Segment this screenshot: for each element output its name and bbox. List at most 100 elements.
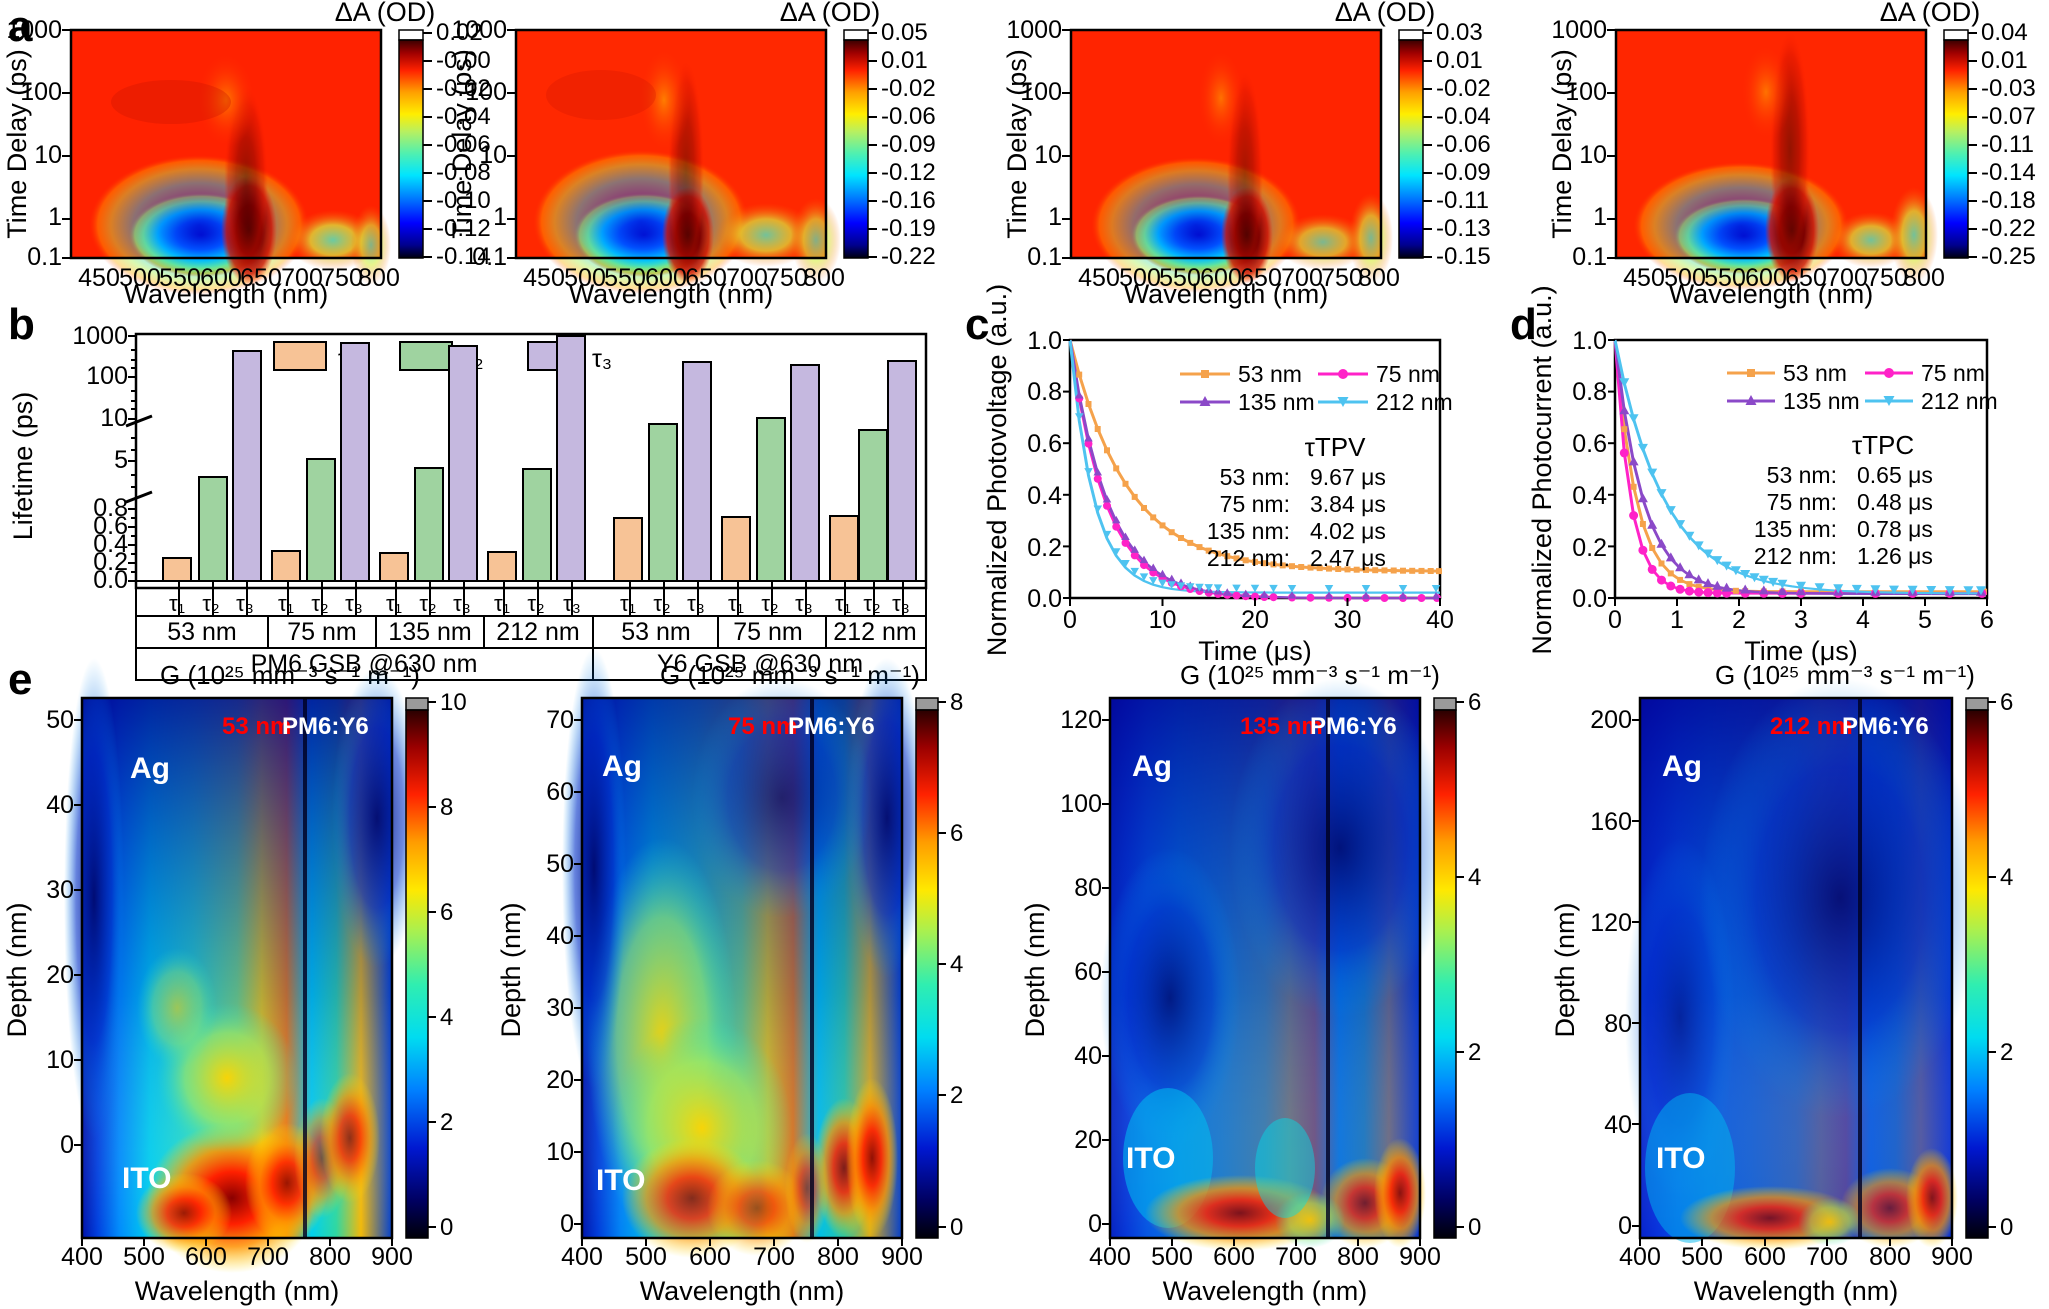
panel-c-ylabel: Normalized Photovoltage (a.u.) bbox=[982, 284, 1012, 656]
svg-text:τ₁: τ₁ bbox=[278, 591, 294, 616]
panel-c-annot-title: τTPV bbox=[1305, 432, 1366, 462]
svg-text:20: 20 bbox=[546, 1066, 574, 1094]
annot-d-label-2: 135 nm: bbox=[1754, 516, 1837, 542]
svg-text:-0.00: -0.00 bbox=[436, 47, 491, 74]
svg-text:400: 400 bbox=[61, 1243, 103, 1271]
svg-text:650: 650 bbox=[685, 264, 727, 292]
e-thickness-2: 75 nm bbox=[728, 713, 797, 740]
panel-a-xlabel-4: Wavelength (nm) bbox=[1669, 279, 1874, 309]
svg-text:650: 650 bbox=[240, 264, 282, 292]
annot-d-label-1: 75 nm: bbox=[1767, 489, 1837, 515]
svg-text:10: 10 bbox=[546, 1138, 574, 1166]
ta-map-1: 1000 100 10 1 0.1 450 500 550 600 650 700 7… bbox=[2, 0, 491, 309]
panel-a-ylabel-3: Time Delay (ps) bbox=[1002, 49, 1032, 239]
legend-tau3: τ₃ bbox=[592, 345, 612, 373]
svg-text:800: 800 bbox=[817, 1243, 859, 1271]
svg-text:550: 550 bbox=[1704, 264, 1746, 292]
panel-d-ylabel: Normalized Photocurrent (a.u.) bbox=[1527, 285, 1557, 654]
svg-text:0.4: 0.4 bbox=[93, 530, 128, 558]
panel-d-annot-title: τTPC bbox=[1852, 430, 1914, 460]
e-top-label-2: Ag bbox=[602, 750, 642, 783]
svg-text:40: 40 bbox=[1074, 1042, 1102, 1070]
e-material-1: PM6:Y6 bbox=[282, 713, 369, 740]
svg-text:1: 1 bbox=[1670, 606, 1684, 634]
e-top-label-3: Ag bbox=[1132, 750, 1172, 783]
svg-text:τ₃: τ₃ bbox=[795, 591, 813, 616]
panel-label-c: c bbox=[965, 300, 990, 349]
svg-text:0.1: 0.1 bbox=[472, 243, 507, 271]
svg-text:0.03: 0.03 bbox=[1436, 19, 1483, 46]
svg-text:120: 120 bbox=[1590, 909, 1632, 937]
panel-e-ylabel-4: Depth (nm) bbox=[1550, 902, 1580, 1037]
svg-text:0: 0 bbox=[1608, 606, 1622, 634]
svg-text:1000: 1000 bbox=[1006, 16, 1062, 44]
svg-text:0: 0 bbox=[1088, 1210, 1102, 1238]
svg-text:20: 20 bbox=[1241, 606, 1269, 634]
svg-text:10: 10 bbox=[1034, 141, 1062, 169]
annot-d-value-3: 1.26 μs bbox=[1857, 543, 1933, 569]
svg-text:700: 700 bbox=[753, 1243, 795, 1271]
svg-text:80: 80 bbox=[1074, 874, 1102, 902]
legend-d-53: 53 nm bbox=[1783, 360, 1847, 386]
e-thickness-3: 135 nm bbox=[1240, 713, 1323, 740]
svg-text:700: 700 bbox=[281, 264, 323, 292]
svg-text:4: 4 bbox=[1856, 606, 1870, 634]
svg-text:80: 80 bbox=[1604, 1010, 1632, 1038]
svg-text:τ₁: τ₁ bbox=[835, 591, 851, 616]
svg-text:0: 0 bbox=[1468, 1214, 1481, 1241]
svg-text:600: 600 bbox=[1745, 264, 1787, 292]
svg-text:550: 550 bbox=[604, 264, 646, 292]
panel-d-legend: 53 nm 75 nm 135 nm 212 nm bbox=[1727, 360, 1998, 414]
svg-text:900: 900 bbox=[881, 1243, 923, 1271]
svg-text:0.01: 0.01 bbox=[1981, 47, 2028, 74]
g-colorbar-4: 6 4 2 0 bbox=[1965, 689, 2013, 1241]
panel-c-legend: 53 nm 75 nm 135 nm 212 nm bbox=[1180, 361, 1453, 415]
svg-text:0: 0 bbox=[950, 1214, 963, 1241]
panel-e-ylabel-1: Depth (nm) bbox=[2, 902, 32, 1037]
svg-text:100: 100 bbox=[86, 362, 128, 390]
svg-text:1.0: 1.0 bbox=[1027, 327, 1062, 355]
annot-c-label-0: 53 nm: bbox=[1220, 464, 1290, 490]
svg-text:-0.09: -0.09 bbox=[881, 131, 936, 158]
svg-text:600: 600 bbox=[200, 264, 242, 292]
svg-text:1: 1 bbox=[1593, 203, 1607, 231]
svg-text:τ₂: τ₂ bbox=[311, 591, 328, 616]
svg-text:2: 2 bbox=[1468, 1039, 1481, 1066]
svg-text:10: 10 bbox=[34, 141, 62, 169]
svg-text:-0.22: -0.22 bbox=[881, 243, 936, 270]
svg-text:0: 0 bbox=[2000, 1214, 2013, 1241]
colorbar-4: 0.040.01-0.03 -0.07-0.11-0.14 -0.18-0.22… bbox=[1943, 19, 2036, 270]
svg-text:30: 30 bbox=[1334, 606, 1362, 634]
e-bottom-label-3: ITO bbox=[1126, 1142, 1175, 1175]
svg-text:100: 100 bbox=[1060, 790, 1102, 818]
panel-d-xlabel: Time (μs) bbox=[1744, 636, 1858, 666]
svg-text:700: 700 bbox=[247, 1243, 289, 1271]
panel-e-xlabel-3: Wavelength (nm) bbox=[1163, 1276, 1368, 1306]
svg-text:900: 900 bbox=[1399, 1243, 1441, 1271]
svg-text:600: 600 bbox=[1744, 1243, 1786, 1271]
svg-text:550: 550 bbox=[159, 264, 201, 292]
svg-text:500: 500 bbox=[564, 264, 606, 292]
svg-text:1: 1 bbox=[48, 203, 62, 231]
svg-text:600: 600 bbox=[1213, 1243, 1255, 1271]
annot-c-value-0: 9.67 μs bbox=[1310, 464, 1386, 490]
annot-d-value-0: 0.65 μs bbox=[1857, 462, 1933, 488]
svg-text:10: 10 bbox=[479, 141, 507, 169]
e-top-label-1: Ag bbox=[130, 752, 170, 785]
svg-text:-0.06: -0.06 bbox=[1436, 131, 1491, 158]
svg-text:750: 750 bbox=[1321, 264, 1363, 292]
panel-d-chart: 53 nm 75 nm 135 nm 212 nm τTPC 53 nm: 0.… bbox=[1505, 285, 2049, 670]
svg-text:0: 0 bbox=[560, 1210, 574, 1238]
section-y6: Y6 GSB @630 nm bbox=[657, 650, 863, 678]
svg-text:0.01: 0.01 bbox=[1436, 47, 1483, 74]
panel-b-chart: 1000 100 10 5 0.8 0.6 0.4 0.2 0.0 Lifeti… bbox=[0, 320, 960, 660]
svg-text:5: 5 bbox=[114, 446, 128, 474]
panel-a-xlabel-2: Wavelength (nm) bbox=[569, 279, 774, 309]
svg-text:-0.14: -0.14 bbox=[436, 243, 491, 270]
svg-text:-0.10: -0.10 bbox=[436, 187, 491, 214]
svg-text:-0.19: -0.19 bbox=[881, 215, 936, 242]
annot-d-label-0: 53 nm: bbox=[1767, 462, 1837, 488]
svg-text:700: 700 bbox=[1806, 1243, 1848, 1271]
svg-text:0.6: 0.6 bbox=[1027, 430, 1062, 458]
svg-text:τ₂: τ₂ bbox=[419, 591, 436, 616]
